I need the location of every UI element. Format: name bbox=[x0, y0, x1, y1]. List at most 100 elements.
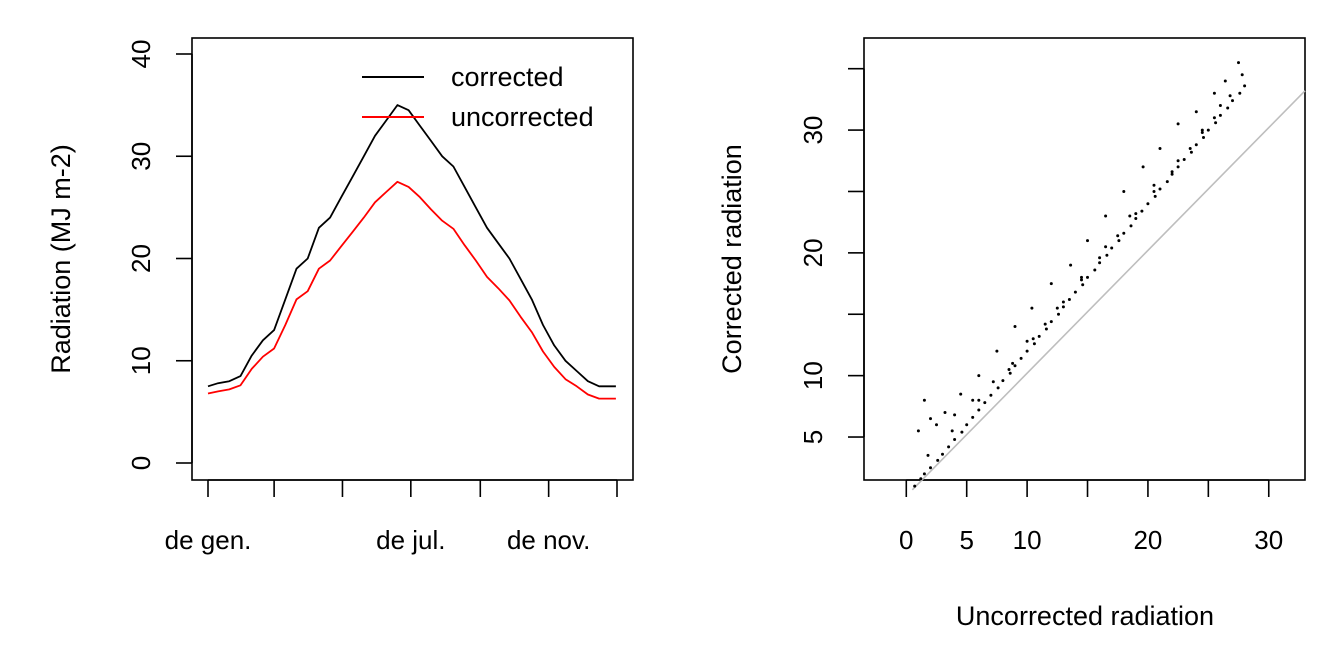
left-y-axis-title: Radiation (MJ m-2) bbox=[46, 144, 76, 374]
scatter-point bbox=[989, 393, 993, 397]
scatter-point bbox=[1200, 128, 1204, 132]
scatter-point bbox=[1153, 194, 1157, 198]
scatter-point bbox=[953, 438, 957, 441]
scatter-point bbox=[1202, 136, 1205, 139]
scatter-point bbox=[1176, 159, 1180, 163]
scatter-point bbox=[1117, 239, 1121, 243]
scatter-point bbox=[1008, 371, 1012, 375]
scatter-point bbox=[1037, 334, 1041, 338]
scatter-point bbox=[1030, 306, 1034, 310]
scatter-point bbox=[1206, 128, 1210, 132]
scatter-point bbox=[913, 484, 917, 488]
left-y-tick-label: 30 bbox=[126, 142, 156, 171]
scatter-point bbox=[1098, 261, 1102, 265]
scatter-point bbox=[922, 398, 926, 402]
right-y-tick-label: 30 bbox=[798, 116, 828, 145]
scatter-point bbox=[959, 392, 963, 396]
scatter-point bbox=[1129, 224, 1133, 228]
scatter-point bbox=[1019, 356, 1023, 360]
right-y-axis: 5 10 20 30 bbox=[798, 67, 865, 444]
scatter-point bbox=[1214, 121, 1218, 125]
scatter-point bbox=[971, 415, 975, 419]
scatter-panel: 5 10 20 30 0 5 10 20 30 Corrected radiation Unc… bbox=[717, 37, 1306, 631]
scatter-point bbox=[950, 429, 954, 433]
scatter-point bbox=[1226, 106, 1230, 110]
legend: corrected uncorrected bbox=[362, 62, 594, 132]
scatter-point bbox=[983, 401, 987, 405]
scatter-point bbox=[1025, 339, 1029, 343]
scatter-point bbox=[1218, 113, 1222, 117]
series-line-uncorrected bbox=[207, 180, 616, 400]
scatter-point bbox=[1189, 150, 1193, 154]
scatter-point bbox=[995, 349, 999, 353]
scatter-point bbox=[929, 417, 932, 421]
scatter-point bbox=[1223, 79, 1227, 83]
scatter-point bbox=[1007, 368, 1011, 371]
right-x-tick-label: 0 bbox=[899, 525, 913, 555]
left-series-lines bbox=[207, 104, 616, 400]
scatter-point bbox=[1182, 158, 1186, 161]
scatter-point bbox=[1238, 91, 1242, 95]
scatter-point bbox=[1013, 364, 1017, 368]
right-x-tick-label: 10 bbox=[1013, 525, 1042, 555]
scatter-point bbox=[941, 452, 944, 456]
scatter-point bbox=[1231, 99, 1234, 103]
scatter-point bbox=[947, 445, 951, 449]
scatter-point bbox=[1212, 91, 1216, 95]
right-x-tick-label: 20 bbox=[1133, 525, 1162, 555]
scatter-point bbox=[1049, 320, 1053, 324]
series-line-corrected bbox=[207, 104, 616, 388]
scatter-point bbox=[1013, 325, 1017, 328]
scatter-point bbox=[943, 411, 947, 414]
right-plot-frame bbox=[863, 37, 1306, 481]
scatter-point bbox=[926, 453, 930, 457]
scatter-point bbox=[1194, 110, 1198, 114]
right-x-tick-label: 5 bbox=[959, 525, 973, 555]
scatter-point bbox=[1218, 104, 1222, 107]
scatter-point bbox=[1200, 131, 1204, 134]
scatter-point bbox=[1176, 122, 1180, 126]
scatter-point bbox=[1158, 187, 1162, 191]
scatter-point bbox=[935, 423, 938, 427]
scatter-point bbox=[1170, 172, 1174, 176]
left-y-axis: 0 10 20 30 40 bbox=[126, 40, 193, 470]
scatter-point bbox=[1105, 253, 1109, 257]
scatter-point bbox=[1188, 147, 1192, 150]
right-y-tick-label: 10 bbox=[798, 361, 828, 390]
scatter-point bbox=[1176, 165, 1180, 169]
legend-label-uncorrected: uncorrected bbox=[451, 102, 594, 132]
scatter-point bbox=[1073, 290, 1077, 294]
right-y-tick-label: 5 bbox=[798, 430, 828, 444]
scatter-point bbox=[965, 423, 969, 427]
left-y-tick-label: 0 bbox=[126, 456, 156, 470]
scatter-point bbox=[929, 466, 932, 470]
scatter-point bbox=[953, 413, 957, 417]
scatter-point bbox=[1044, 327, 1048, 331]
legend-label-corrected: corrected bbox=[451, 62, 564, 92]
scatter-point bbox=[1049, 282, 1053, 286]
scatter-point bbox=[1243, 84, 1247, 88]
scatter-point bbox=[971, 398, 975, 402]
scatter-point bbox=[1140, 209, 1144, 213]
right-x-tick-label: 30 bbox=[1254, 525, 1283, 555]
scatter-point bbox=[1165, 180, 1169, 184]
scatter-point bbox=[1170, 170, 1174, 174]
scatter-point bbox=[1122, 231, 1126, 235]
scatter-point bbox=[922, 472, 926, 476]
scatter-point bbox=[1067, 298, 1071, 301]
right-x-axis-title: Uncorrected radiation bbox=[956, 601, 1214, 631]
right-y-axis-title: Corrected radiation bbox=[717, 144, 747, 374]
scatter-point bbox=[1081, 283, 1085, 287]
scatter-point bbox=[1104, 245, 1108, 249]
reference-line-group bbox=[911, 90, 1306, 491]
scatter-point bbox=[1228, 94, 1232, 98]
scatter-point bbox=[936, 458, 940, 462]
left-y-tick-label: 10 bbox=[126, 346, 156, 375]
scatter-point bbox=[1237, 61, 1240, 65]
left-x-tick-label: de jul. bbox=[376, 525, 445, 555]
scatter-point bbox=[1194, 143, 1198, 147]
scatter-point bbox=[916, 429, 920, 433]
scatter-point bbox=[1061, 305, 1065, 309]
scatter-point bbox=[1212, 116, 1216, 120]
